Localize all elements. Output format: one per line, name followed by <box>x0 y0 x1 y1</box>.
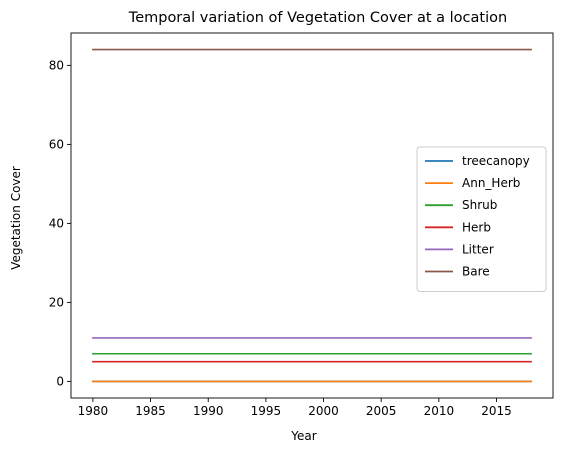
x-tick-label: 1985 <box>135 404 166 418</box>
legend-label: treecanopy <box>462 154 530 168</box>
legend-label: Bare <box>462 265 490 279</box>
plot-area: 1980 1985 1990 1995 2000 2005 2010 2015 0 20 40 60 8… <box>49 32 554 418</box>
legend-label: Ann_Herb <box>462 176 520 190</box>
y-tick-label: 80 <box>49 58 64 72</box>
x-tick-label: 1995 <box>251 404 282 418</box>
legend-label: Herb <box>462 220 491 234</box>
y-tick-label: 20 <box>49 295 64 309</box>
y-tick-label: 60 <box>49 137 64 151</box>
plot-frame <box>70 32 554 399</box>
x-tick-label: 2000 <box>308 404 339 418</box>
x-tick-label: 1980 <box>78 404 109 418</box>
y-tick-label: 40 <box>49 216 64 230</box>
x-tick-label: 1990 <box>193 404 224 418</box>
x-axis-label: Year <box>290 429 316 443</box>
chart-title: Temporal variation of Vegetation Cover a… <box>128 10 507 26</box>
x-tick-label: 2010 <box>424 404 455 418</box>
legend-label: Shrub <box>462 198 497 212</box>
y-axis-label: Vegetation Cover <box>9 166 23 270</box>
x-tick-label: 2015 <box>481 404 512 418</box>
y-tick-label: 0 <box>56 374 64 388</box>
legend-label: Litter <box>462 242 494 256</box>
x-tick-label: 2005 <box>366 404 397 418</box>
